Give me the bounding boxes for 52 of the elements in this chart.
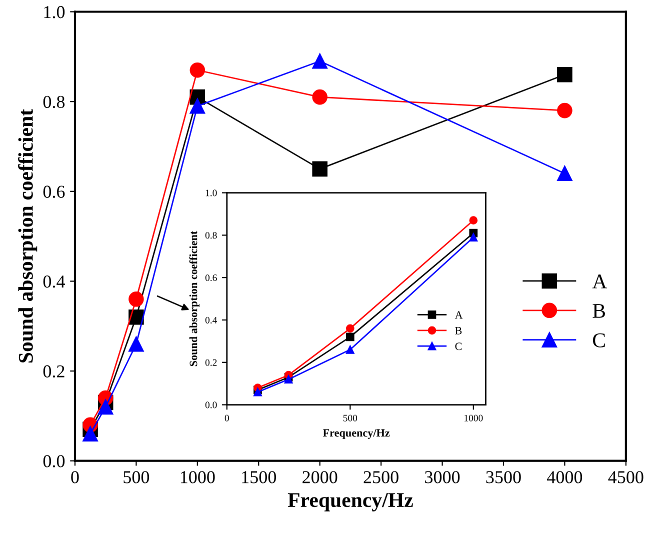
y-tick-label: 0.8 [205, 232, 217, 239]
point [312, 161, 328, 177]
y-tick-label: 0.6 [43, 186, 65, 198]
x-tick-label: 2000 [302, 471, 338, 484]
x-tick-label: 500 [343, 414, 358, 422]
y-axis-title: Sound absorption coefficient [189, 230, 200, 366]
y-tick-label: 0.2 [43, 365, 64, 378]
y-tick-label: 0.0 [43, 455, 65, 468]
point [346, 345, 354, 354]
point [82, 426, 98, 442]
point [128, 292, 144, 307]
point [557, 66, 572, 82]
point [557, 102, 572, 118]
x-tick-label: 0 [71, 471, 79, 484]
point [346, 332, 354, 342]
legend-label: B [592, 304, 605, 318]
x-tick-label: 1500 [242, 471, 276, 484]
y-tick-label: 0.0 [205, 402, 217, 408]
y-tick-label: 1.0 [44, 6, 65, 18]
point [128, 336, 144, 352]
x-tick-label: 0 [224, 414, 229, 422]
legend-label: C [455, 342, 462, 350]
point [557, 166, 572, 182]
x-tick-label: 4000 [547, 471, 582, 484]
legend-label: A [454, 311, 463, 319]
point [98, 399, 114, 415]
y-tick-label: 0.6 [205, 274, 217, 282]
point [190, 62, 206, 78]
x-tick-label: 3000 [425, 471, 460, 484]
point [346, 324, 354, 333]
point [190, 98, 206, 114]
x-tick-label: 1000 [180, 471, 215, 484]
y-tick-label: 0.4 [43, 275, 65, 288]
y-tick-label: 0.2 [205, 359, 217, 366]
point [312, 54, 328, 69]
point [312, 89, 328, 105]
y-axis-title: Sound absorption coefficient [18, 109, 38, 363]
x-tick-label: 3500 [486, 471, 521, 484]
x-axis-title: Frequency/Hz [288, 493, 413, 512]
x-tick-label: 1000 [464, 414, 483, 422]
point [469, 233, 478, 242]
y-tick-label: 0.4 [205, 316, 218, 324]
point [469, 216, 478, 224]
x-tick-label: 4500 [608, 471, 644, 484]
x-tick-label: 2500 [364, 471, 398, 484]
legend-label: C [592, 333, 605, 348]
y-tick-label: 0.8 [43, 96, 65, 108]
y-tick-label: 1.0 [206, 190, 217, 196]
legend-label: B [455, 327, 462, 334]
x-tick-label: 500 [124, 471, 150, 484]
legend-label: A [592, 274, 608, 288]
x-axis-title: Frequency/Hz [322, 429, 390, 439]
